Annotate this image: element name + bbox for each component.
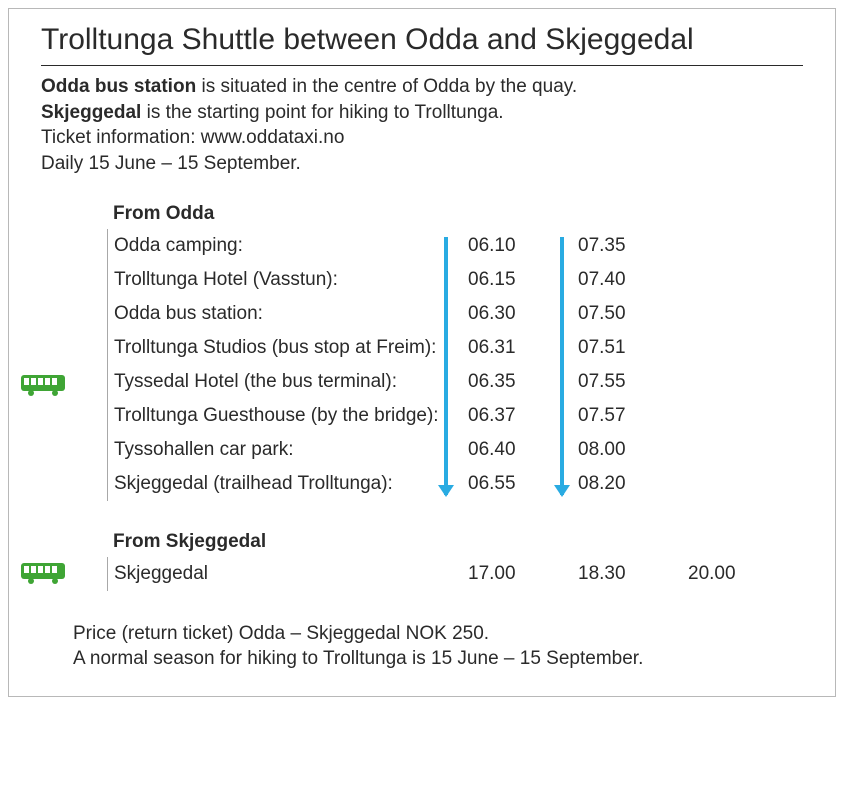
page-title: Trolltunga Shuttle between Odda and Skje… bbox=[41, 23, 803, 57]
time-value: 06.15 bbox=[444, 269, 554, 291]
bus-icon bbox=[19, 373, 67, 402]
table-row: Skjeggedal (trailhead Trolltunga):06.550… bbox=[108, 467, 803, 501]
title-divider bbox=[41, 65, 803, 66]
time-value: 07.51 bbox=[554, 337, 664, 359]
table-row: Trolltunga Studios (bus stop at Freim):0… bbox=[108, 331, 803, 365]
time-value: 07.50 bbox=[554, 303, 664, 325]
bus-icon bbox=[19, 561, 67, 590]
stop-label: Skjeggedal bbox=[114, 563, 444, 585]
from-skjeggedal-table: Skjeggedal 17.00 18.30 20.00 bbox=[107, 557, 803, 591]
time-value: 17.00 bbox=[444, 563, 554, 585]
time-value: 07.40 bbox=[554, 269, 664, 291]
from-skjeggedal-section: From Skjeggedal Skjeggedal 17.00 18.30 2… bbox=[41, 531, 803, 591]
stop-label: Odda bus station: bbox=[114, 303, 444, 325]
time-value: 18.30 bbox=[554, 563, 664, 585]
stop-label: Tyssohallen car park: bbox=[114, 439, 444, 461]
timetable-card: Trolltunga Shuttle between Odda and Skje… bbox=[8, 8, 836, 697]
time-value: 06.55 bbox=[444, 473, 554, 495]
direction-arrow-icon bbox=[444, 237, 448, 495]
time-value: 06.35 bbox=[444, 371, 554, 393]
stop-label: Trolltunga Studios (bus stop at Freim): bbox=[114, 337, 444, 359]
stop-label: Trolltunga Guesthouse (by the bridge): bbox=[114, 405, 444, 427]
time-value: 06.30 bbox=[444, 303, 554, 325]
time-value: 07.55 bbox=[554, 371, 664, 393]
from-skjeggedal-heading: From Skjeggedal bbox=[107, 531, 803, 553]
table-row: Trolltunga Guesthouse (by the bridge):06… bbox=[108, 399, 803, 433]
intro-rest-1: is situated in the centre of Odda by the… bbox=[196, 76, 577, 97]
time-value: 08.00 bbox=[554, 439, 664, 461]
time-value: 06.40 bbox=[444, 439, 554, 461]
table-row: Odda camping:06.1007.35 bbox=[108, 229, 803, 263]
footer-line-1: Price (return ticket) Odda – Skjeggedal … bbox=[73, 623, 489, 644]
table-row: Odda bus station:06.3007.50 bbox=[108, 297, 803, 331]
stop-label: Tyssedal Hotel (the bus terminal): bbox=[114, 371, 444, 393]
intro-bold-2: Skjeggedal bbox=[41, 102, 141, 123]
time-value: 20.00 bbox=[664, 563, 774, 585]
time-value: 06.37 bbox=[444, 405, 554, 427]
time-value: 08.20 bbox=[554, 473, 664, 495]
footer-line-2: A normal season for hiking to Trolltunga… bbox=[73, 648, 643, 669]
time-value: 07.57 bbox=[554, 405, 664, 427]
table-row: Trolltunga Hotel (Vasstun):06.1507.40 bbox=[108, 263, 803, 297]
stop-label: Skjeggedal (trailhead Trolltunga): bbox=[114, 473, 444, 495]
table-row: Tyssohallen car park:06.4008.00 bbox=[108, 433, 803, 467]
from-odda-heading: From Odda bbox=[107, 203, 803, 225]
time-value: 06.31 bbox=[444, 337, 554, 359]
footer-block: Price (return ticket) Odda – Skjeggedal … bbox=[41, 621, 803, 672]
from-odda-table: Odda camping:06.1007.35 Trolltunga Hotel… bbox=[107, 229, 803, 501]
direction-arrow-icon bbox=[560, 237, 564, 495]
stop-label: Trolltunga Hotel (Vasstun): bbox=[114, 269, 444, 291]
intro-line-3: Ticket information: www.oddataxi.no bbox=[41, 127, 344, 148]
time-value: 07.35 bbox=[554, 235, 664, 257]
time-value: 06.10 bbox=[444, 235, 554, 257]
intro-bold-1: Odda bus station bbox=[41, 76, 196, 97]
from-odda-section: From Odda Odda camping:06.1007.35 Trollt… bbox=[41, 203, 803, 501]
table-row: Tyssedal Hotel (the bus terminal):06.350… bbox=[108, 365, 803, 399]
intro-rest-2: is the starting point for hiking to Trol… bbox=[141, 102, 503, 123]
intro-line-4: Daily 15 June – 15 September. bbox=[41, 153, 301, 174]
table-row: Skjeggedal 17.00 18.30 20.00 bbox=[108, 557, 803, 591]
stop-label: Odda camping: bbox=[114, 235, 444, 257]
intro-block: Odda bus station is situated in the cent… bbox=[41, 74, 803, 177]
